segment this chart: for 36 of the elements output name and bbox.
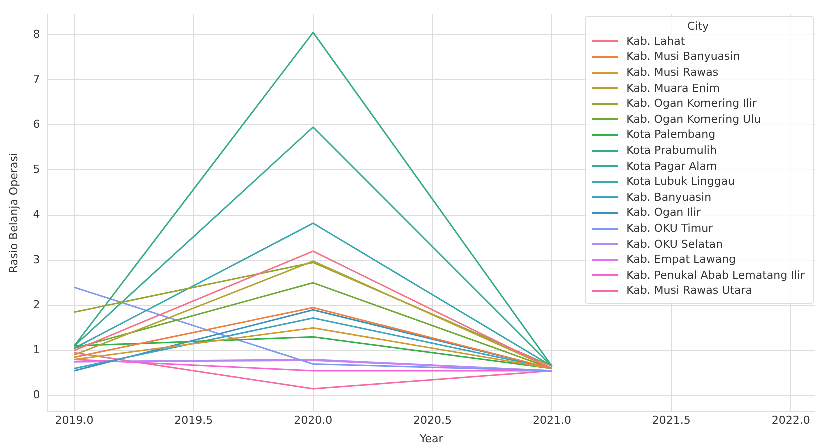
y-tick-label: 4: [33, 208, 40, 222]
y-tick-label: 1: [33, 344, 40, 357]
y-axis-title: Rasio Belanja Operasi: [7, 153, 20, 274]
legend-title: City: [686, 20, 710, 33]
x-tick-label: 2021.0: [532, 414, 572, 428]
x-tick-label: 2020.5: [414, 414, 452, 428]
legend-label: Kab. OKU Selatan: [626, 238, 723, 251]
legend-label: Kab. OKU Timur: [626, 222, 714, 236]
legend-label: Kota Prabumulih: [626, 144, 717, 158]
legend-label: Kab. Ogan Ilir: [626, 206, 702, 220]
legend-label: Kab. Musi Rawas Utara: [626, 284, 753, 298]
x-tick-label: 2022.0: [772, 414, 810, 428]
legend-label: Kab. Muara Enim: [626, 82, 720, 95]
legend-label: Kota Pagar Alam: [626, 160, 718, 173]
x-tick-label: 2019.0: [55, 414, 94, 428]
legend-label: Kab. Banyuasin: [626, 190, 712, 204]
legend-label: Kota Palembang: [626, 128, 716, 142]
x-tick-label: 2020.0: [294, 414, 333, 428]
y-tick-label: 6: [33, 118, 40, 131]
legend-label: Kota Lubuk Linggau: [626, 175, 736, 188]
legend-label: Kab. Penukal Abab Lematang Ilir: [626, 268, 805, 282]
y-tick-label: 3: [33, 253, 40, 266]
y-tick-label: 5: [33, 163, 40, 176]
x-tick-label: 2021.5: [652, 414, 691, 428]
y-tick-label: 0: [33, 388, 40, 402]
y-tick-label: 8: [33, 28, 40, 41]
legend-label: Kab. Musi Rawas: [626, 66, 719, 80]
legend-label: Kab. Lahat: [626, 34, 686, 48]
y-tick-label: 7: [33, 72, 40, 86]
legend-label: Kab. Ogan Komering Ilir: [626, 97, 757, 110]
y-tick-label: 2: [33, 298, 40, 312]
x-axis-title: Year: [418, 432, 444, 446]
legend-label: Kab. Musi Banyuasin: [626, 50, 740, 64]
legend-label: Kab. Ogan Komering Ulu: [626, 112, 762, 126]
legend-label: Kab. Empat Lawang: [626, 253, 736, 266]
x-tick-label: 2019.5: [174, 414, 214, 428]
